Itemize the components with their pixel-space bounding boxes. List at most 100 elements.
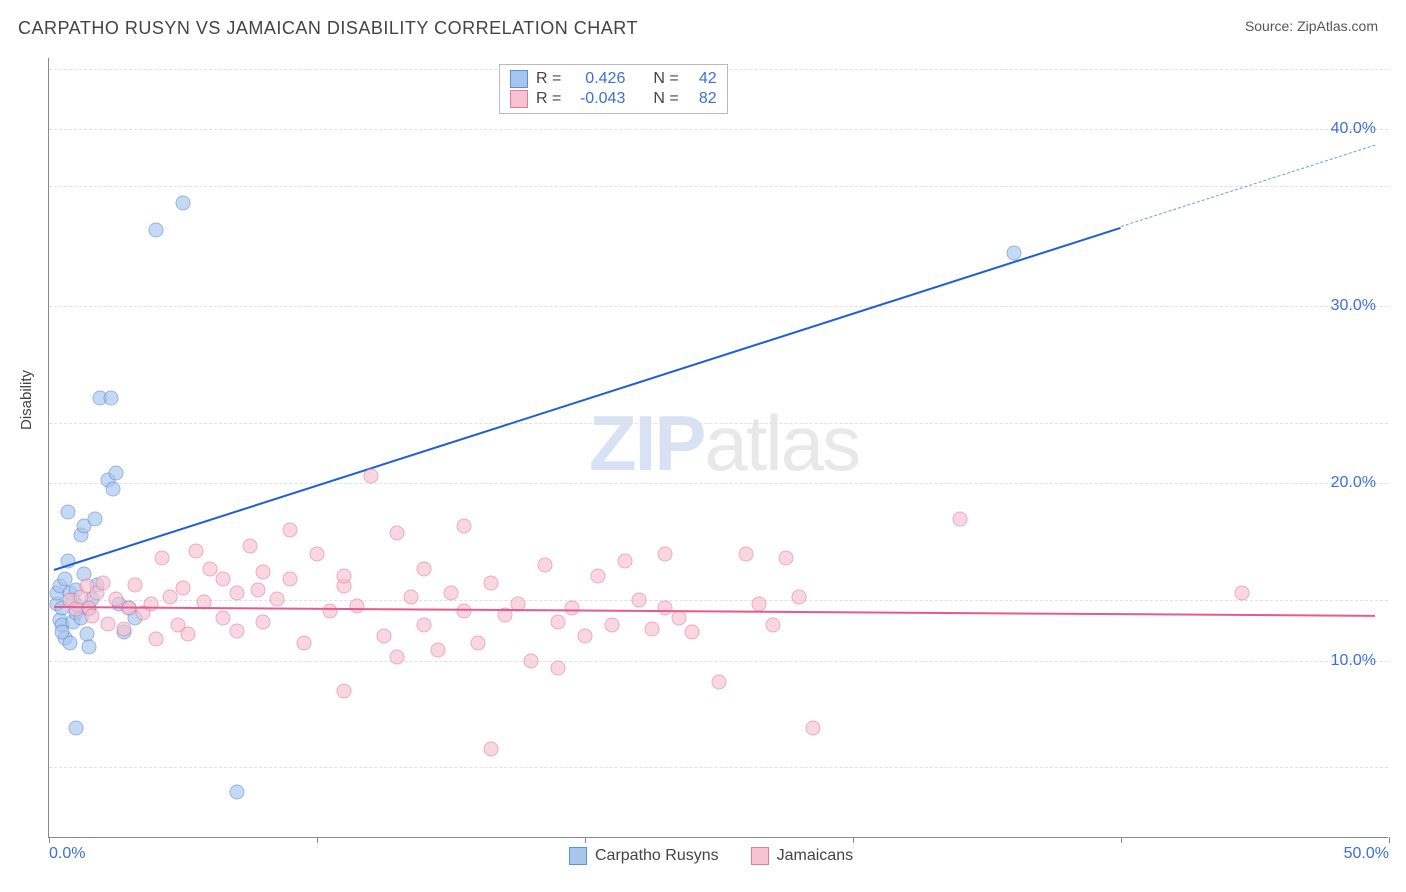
- legend-item: Jamaicans: [751, 847, 853, 865]
- legend-stats-row: R =0.426N =42: [510, 69, 717, 89]
- x-tick-mark: [317, 837, 318, 843]
- n-value: 82: [687, 90, 717, 108]
- scatter-point: [283, 522, 298, 537]
- scatter-point: [216, 611, 231, 626]
- y-tick-label: 10.0%: [1331, 652, 1376, 670]
- scatter-point: [127, 577, 142, 592]
- scatter-point: [109, 465, 124, 480]
- scatter-point: [403, 589, 418, 604]
- scatter-point: [551, 660, 566, 675]
- gridline: [49, 306, 1388, 307]
- scatter-point: [189, 543, 204, 558]
- scatter-point: [524, 653, 539, 668]
- scatter-point: [143, 597, 158, 612]
- scatter-point: [87, 511, 102, 526]
- scatter-point: [103, 391, 118, 406]
- scatter-point: [176, 196, 191, 211]
- legend-label: Jamaicans: [777, 847, 853, 865]
- scatter-point: [792, 589, 807, 604]
- scatter-point: [604, 618, 619, 633]
- scatter-point: [336, 568, 351, 583]
- scatter-point: [484, 742, 499, 757]
- x-tick-mark: [585, 837, 586, 843]
- scatter-point: [149, 632, 164, 647]
- scatter-point: [84, 609, 99, 624]
- x-tick-mark: [49, 837, 50, 843]
- watermark-atlas: atlas: [704, 399, 859, 487]
- x-tick-mark: [853, 837, 854, 843]
- gridline: [49, 767, 1388, 768]
- legend-stats-row: R = -0.043 N = 82: [510, 89, 717, 109]
- scatter-point: [229, 586, 244, 601]
- scatter-point: [202, 561, 217, 576]
- scatter-point: [645, 621, 660, 636]
- scatter-point: [95, 575, 110, 590]
- gridline: [49, 186, 1388, 187]
- scatter-point: [256, 565, 271, 580]
- scatter-point: [229, 784, 244, 799]
- scatter-point: [323, 604, 338, 619]
- watermark: ZIPatlas: [589, 398, 859, 489]
- gridline: [49, 483, 1388, 484]
- scatter-point: [551, 614, 566, 629]
- r-label: R =: [536, 90, 561, 108]
- scatter-point: [430, 643, 445, 658]
- scatter-point: [243, 538, 258, 553]
- scatter-point: [752, 597, 767, 612]
- scatter-point: [564, 600, 579, 615]
- scatter-point: [953, 511, 968, 526]
- scatter-point: [60, 504, 75, 519]
- scatter-point: [310, 547, 325, 562]
- r-value: 0.426: [569, 70, 625, 88]
- scatter-point: [658, 547, 673, 562]
- y-axis-label: Disability: [18, 370, 35, 430]
- scatter-point: [591, 568, 606, 583]
- gridline: [49, 661, 1388, 662]
- y-tick-label: 30.0%: [1331, 297, 1376, 315]
- y-tick-label: 20.0%: [1331, 474, 1376, 492]
- r-label: R =: [536, 70, 561, 88]
- scatter-point: [805, 721, 820, 736]
- scatter-point: [484, 575, 499, 590]
- scatter-point: [100, 616, 115, 631]
- scatter-point: [1234, 586, 1249, 601]
- legend-swatch: [751, 847, 769, 865]
- scatter-point: [162, 589, 177, 604]
- scatter-point: [457, 604, 472, 619]
- n-label: N =: [653, 90, 678, 108]
- scatter-point: [117, 621, 132, 636]
- scatter-point: [417, 561, 432, 576]
- legend-stats: R =0.426N =42R =-0.043N =82: [499, 64, 728, 114]
- scatter-point: [251, 582, 266, 597]
- scatter-point: [176, 581, 191, 596]
- scatter-point: [269, 591, 284, 606]
- scatter-point: [578, 628, 593, 643]
- plot-area: ZIPatlas 10.0%20.0%30.0%40.0%0.0%50.0%R …: [48, 58, 1388, 838]
- r-value: -0.043: [569, 90, 625, 108]
- scatter-point: [363, 469, 378, 484]
- scatter-point: [283, 572, 298, 587]
- x-tick-mark: [1389, 837, 1390, 843]
- scatter-point: [537, 558, 552, 573]
- x-tick-label: 50.0%: [1344, 845, 1389, 863]
- scatter-point: [631, 593, 646, 608]
- legend-label: Carpatho Rusyns: [595, 847, 719, 865]
- scatter-point: [106, 481, 121, 496]
- scatter-point: [296, 636, 311, 651]
- scatter-point: [229, 623, 244, 638]
- gridline: [49, 129, 1388, 130]
- scatter-point: [256, 614, 271, 629]
- scatter-point: [149, 222, 164, 237]
- scatter-point: [390, 526, 405, 541]
- legend-swatch: [569, 847, 587, 865]
- scatter-point: [417, 618, 432, 633]
- scatter-point: [109, 591, 124, 606]
- scatter-point: [444, 586, 459, 601]
- scatter-point: [350, 598, 365, 613]
- scatter-point: [765, 618, 780, 633]
- legend-swatch: [510, 90, 528, 108]
- scatter-point: [671, 611, 686, 626]
- scatter-point: [82, 639, 97, 654]
- gridline: [49, 600, 1388, 601]
- scatter-point: [55, 625, 70, 640]
